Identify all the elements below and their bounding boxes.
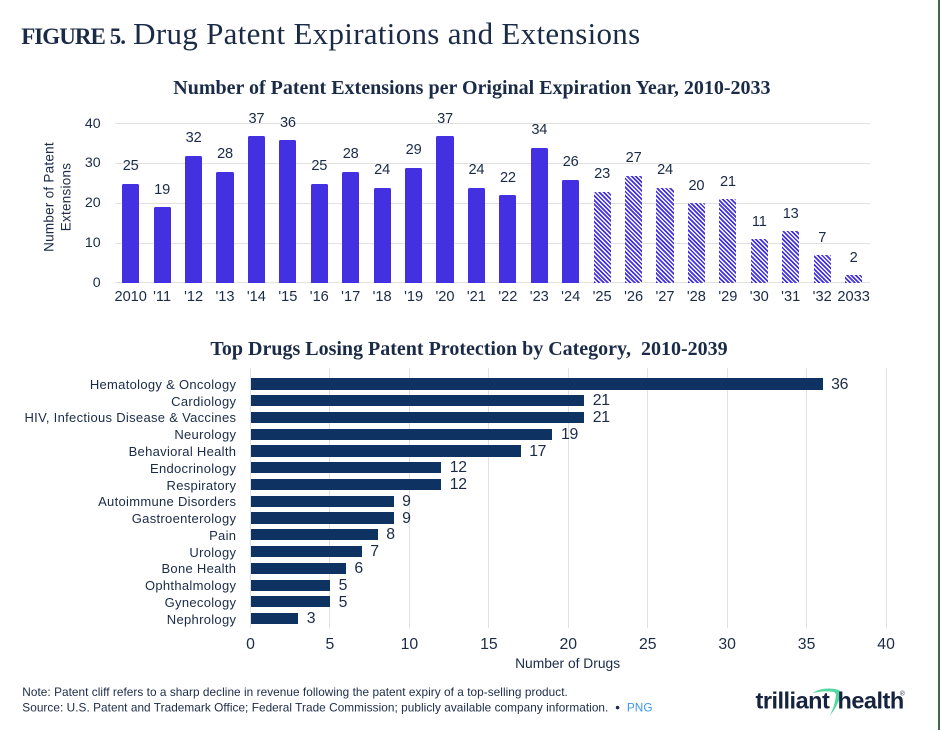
svg-text:trilliant: trilliant xyxy=(756,688,831,714)
svg-text:®: ® xyxy=(900,690,905,698)
svg-text:health: health xyxy=(838,688,904,714)
